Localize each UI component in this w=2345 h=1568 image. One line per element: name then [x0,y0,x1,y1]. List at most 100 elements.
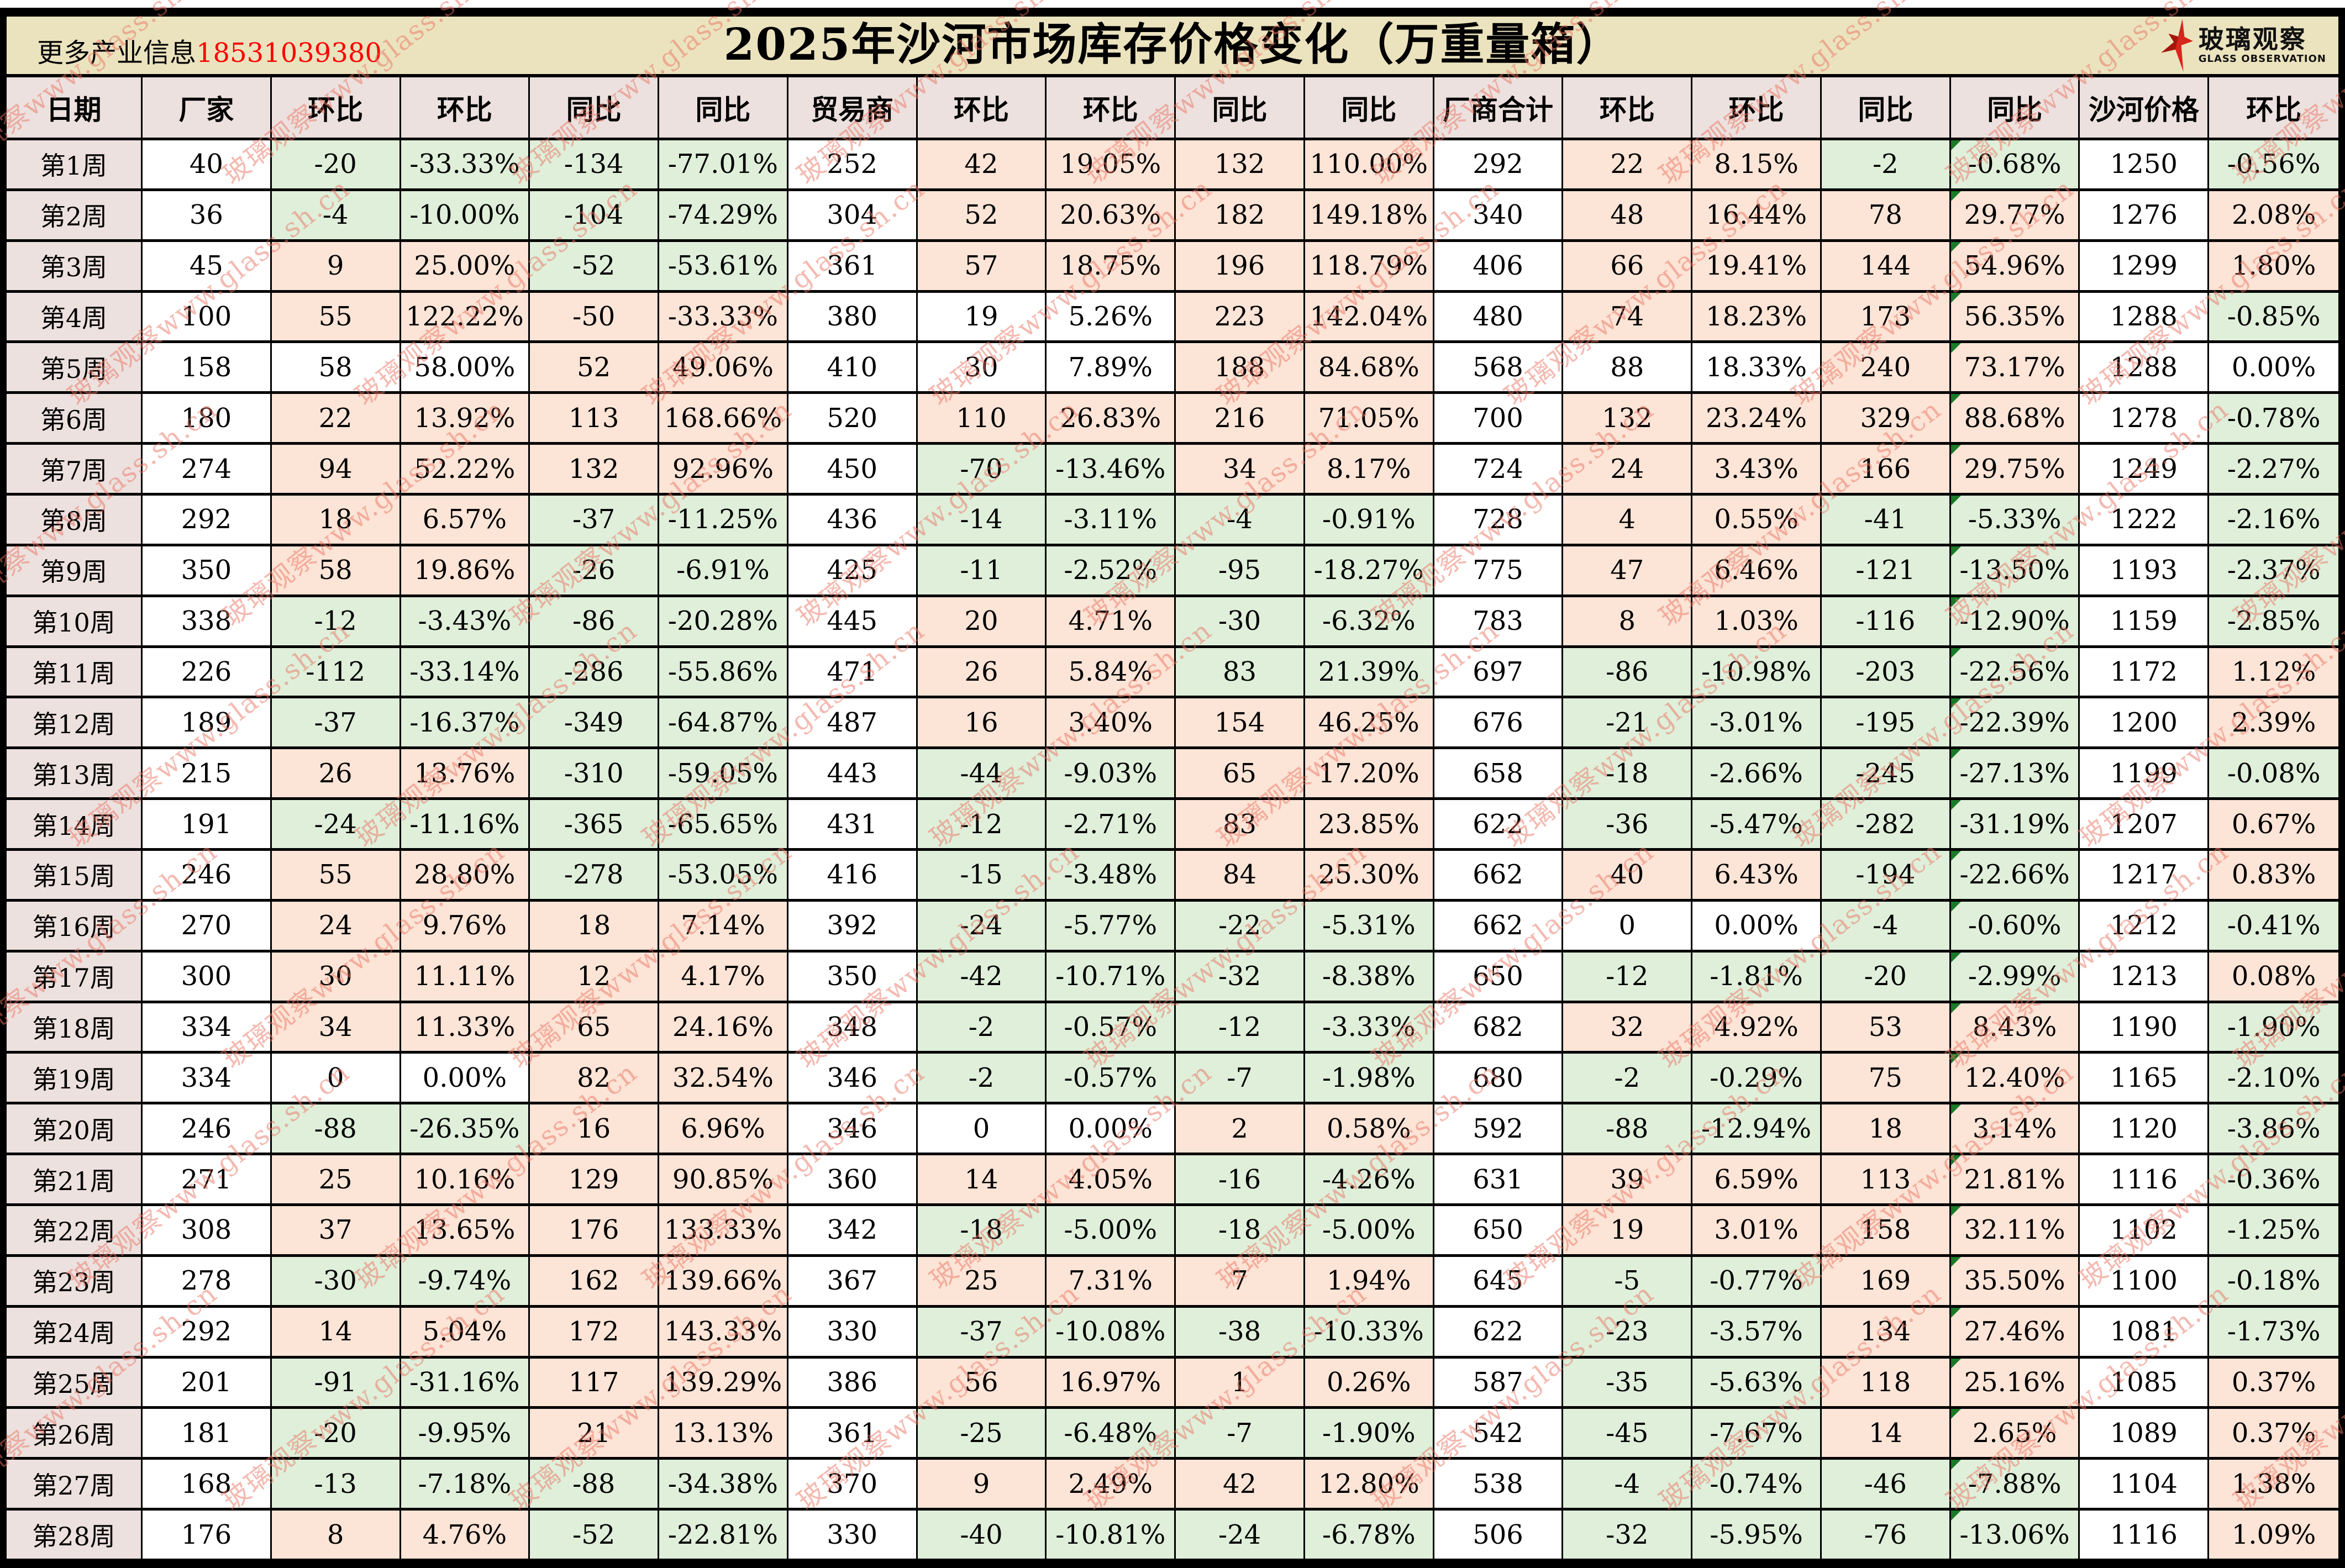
table-cell: -70 [917,445,1047,496]
table-cell: 680 [1434,1054,1564,1105]
table-cell: 110 [917,394,1047,445]
table-cell: 180 [143,394,272,445]
table-cell: 270 [143,901,272,953]
table-cell: 78 [1821,191,1951,242]
table-cell: 7 [1176,1256,1305,1308]
table-cell: 1288 [2080,343,2210,394]
table-cell: 0.67% [2209,800,2338,851]
table-cell: -37 [530,495,660,546]
table-cell: 18 [1821,1104,1951,1156]
table-cell: 75 [1821,1054,1951,1105]
table-cell: -10.71% [1047,952,1176,1003]
table-cell: 334 [143,1054,272,1105]
info-phone: 18531039380 [196,38,382,69]
table-cell: -53.05% [659,850,788,902]
table-cell: -76 [1821,1511,1951,1561]
table-cell: 28.80% [401,850,530,902]
table-cell: -1.98% [1305,1054,1434,1105]
table-cell: 23.85% [1305,800,1434,851]
table-cell: -16 [1176,1155,1305,1206]
table-cell: -2.27% [2209,445,2338,496]
table-cell: -2.10% [2209,1054,2338,1105]
table-cell: 1212 [2080,901,2210,953]
table-cell: 342 [788,1206,918,1257]
table-cell: -9.95% [401,1409,530,1460]
table-cell: 37 [271,1206,401,1257]
table-cell: -15 [917,850,1047,902]
table-cell: 173 [1821,292,1951,344]
table-cell: 631 [1434,1155,1564,1206]
table-cell: -245 [1821,749,1951,801]
table-cell: 1085 [2080,1358,2210,1409]
table-cell: -0.57% [1047,1003,1176,1054]
table-cell: 12.80% [1305,1460,1434,1511]
table-cell: -33.14% [401,648,530,699]
table-cell: -22 [1176,901,1305,953]
table-cell: 20 [917,597,1047,648]
table-cell: -23 [1563,1307,1693,1359]
table-cell: 19.41% [1692,241,1822,293]
table-cell: 361 [788,241,918,293]
table-cell: 783 [1434,597,1564,648]
table-cell: -95 [1176,546,1305,597]
table-cell: 346 [788,1104,918,1156]
table-cell: -20.28% [659,597,788,648]
table-cell: 1.38% [2209,1460,2338,1511]
table-cell: 9 [917,1460,1047,1511]
table-cell: -0.77% [1692,1256,1822,1308]
table-cell: 1 [1176,1358,1305,1409]
table-cell: 32.11% [1950,1206,2080,1257]
table-cell: -116 [1821,597,1951,648]
table-cell: 360 [788,1155,918,1206]
table-cell: -3.57% [1692,1307,1822,1359]
column-header-15: 同比 [1821,77,1951,140]
table-cell: -11 [917,546,1047,597]
table-cell: -2.85% [2209,597,2338,648]
table-cell: 172 [530,1307,660,1359]
table-cell: -6.91% [659,546,788,597]
table-cell: 83 [1176,800,1305,851]
table-cell: 1.09% [2209,1511,2338,1561]
table-cell: -25 [917,1409,1047,1460]
table-cell: -12.94% [1692,1104,1822,1156]
table-cell: 8.17% [1305,445,1434,496]
column-header-13: 环比 [1563,77,1693,140]
table-cell: -30 [271,1256,401,1308]
table-cell: 52.22% [401,445,530,496]
table-cell: 132 [530,445,660,496]
table-cell: -282 [1821,800,1951,851]
table-cell: 19 [917,292,1047,344]
table-cell: 1116 [2080,1155,2210,1206]
table-cell: -112 [271,648,401,699]
table-cell: 189 [143,698,272,750]
table-cell: 16 [917,698,1047,750]
table-cell: -52 [530,241,660,293]
table-cell: 158 [1821,1206,1951,1257]
table-cell: -5.77% [1047,901,1176,953]
table-cell: 13.13% [659,1409,788,1460]
week-label: 第23周 [7,1256,143,1308]
table-cell: -10.08% [1047,1307,1176,1359]
table-cell: 1222 [2080,495,2210,546]
week-label: 第20周 [7,1104,143,1156]
table-cell: 278 [143,1256,272,1308]
column-header-16: 同比 [1950,77,2080,140]
table-cell: 700 [1434,394,1564,445]
table-cell: 25 [271,1155,401,1206]
table-cell: 142.04% [1305,292,1434,344]
table-cell: 592 [1434,1104,1564,1156]
table-cell: -104 [530,191,660,242]
table-cell: 55 [271,850,401,902]
table-cell: -4 [271,191,401,242]
table-cell: 330 [788,1511,918,1561]
table-cell: 1199 [2080,749,2210,801]
table-cell: 350 [788,952,918,1003]
table-cell: -77.01% [659,140,788,191]
table-cell: -18 [1563,749,1693,801]
table-cell: 29.77% [1950,191,2080,242]
table-cell: 176 [143,1511,272,1561]
table-cell: -24 [1176,1511,1305,1561]
table-cell: 292 [143,495,272,546]
table-cell: 34 [271,1003,401,1054]
table-cell: 0.55% [1692,495,1822,546]
